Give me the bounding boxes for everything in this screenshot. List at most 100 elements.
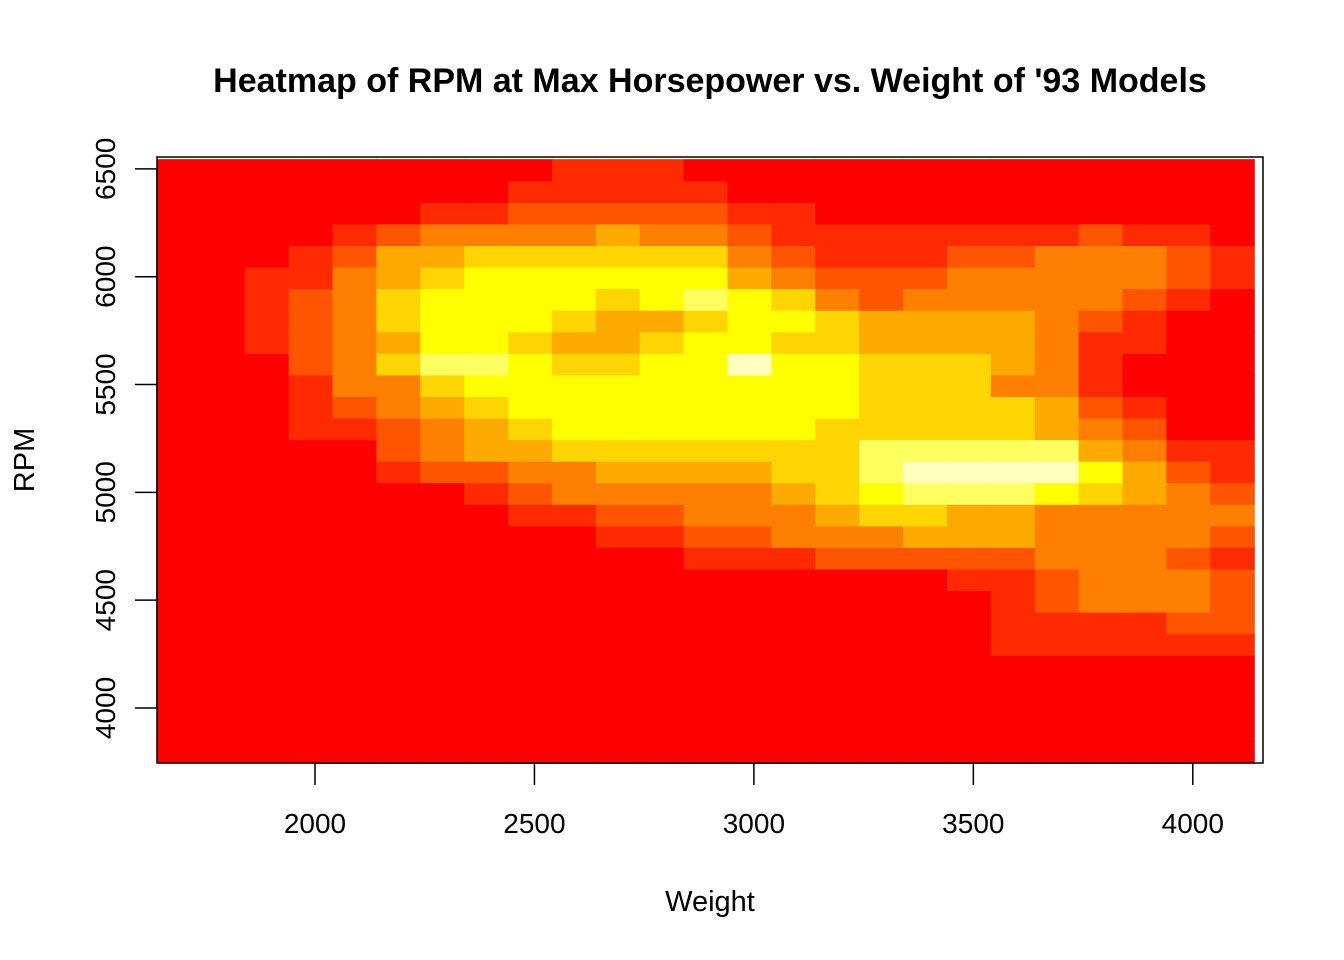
heatmap-cell <box>200 719 246 743</box>
heatmap-cell <box>288 310 334 333</box>
heatmap-cell <box>508 202 553 225</box>
heatmap-cell <box>464 439 509 462</box>
heatmap-cell <box>903 568 948 592</box>
heatmap-cell <box>1034 482 1080 505</box>
heatmap-cell <box>639 374 685 397</box>
heatmap-cell <box>464 719 509 743</box>
heatmap-cell <box>595 331 641 354</box>
heatmap-cell <box>859 245 904 268</box>
heatmap-cell <box>552 482 597 505</box>
heatmap-cell <box>376 741 421 764</box>
heatmap-cell <box>727 612 773 635</box>
heatmap-cell <box>464 461 509 484</box>
heatmap-cell <box>1210 266 1255 290</box>
heatmap-cell <box>990 741 1036 764</box>
heatmap-cell <box>1166 180 1211 203</box>
heatmap-cell <box>1034 223 1080 247</box>
heatmap-cell <box>683 417 729 441</box>
heatmap-cell <box>815 547 860 570</box>
heatmap-cell <box>727 633 773 656</box>
heatmap-cell <box>420 655 465 678</box>
heatmap-cell <box>990 633 1036 656</box>
heatmap-cell <box>1210 612 1255 635</box>
heatmap-cell <box>332 461 378 484</box>
heatmap-cell <box>200 353 246 376</box>
heatmap-cell <box>727 568 773 592</box>
heatmap-cell <box>508 245 553 268</box>
heatmap-cell <box>508 612 553 635</box>
heatmap-cell <box>595 461 641 484</box>
heatmap-cell <box>1210 331 1255 354</box>
heatmap-cell <box>332 266 378 290</box>
heatmap-cell <box>1122 568 1168 592</box>
heatmap-cell <box>727 396 773 419</box>
heatmap-cell <box>639 590 685 613</box>
heatmap-cell <box>815 676 860 699</box>
heatmap-cell <box>508 655 553 678</box>
heatmap-cell <box>727 461 773 484</box>
y-axis: 4000 4500 5000 5500 6000 6500 <box>90 138 158 739</box>
heatmap-cell <box>727 180 773 203</box>
heatmap-cell <box>332 655 378 678</box>
heatmap-cell <box>903 741 948 764</box>
heatmap-cell <box>157 568 202 592</box>
heatmap-cell <box>157 245 202 268</box>
heatmap-cell <box>815 288 860 311</box>
heatmap-cell <box>200 374 246 397</box>
heatmap-cell <box>903 547 948 570</box>
heatmap-cell <box>1122 547 1168 570</box>
heatmap-cell <box>727 676 773 699</box>
heatmap-cell <box>157 202 202 225</box>
heatmap-cell <box>1078 655 1124 678</box>
heatmap-cell <box>508 525 553 548</box>
heatmap-cell <box>1122 245 1168 268</box>
heatmap-cell <box>947 676 992 699</box>
heatmap-cell <box>947 202 992 225</box>
y-tick-label: 4000 <box>90 677 121 739</box>
heatmap-cell <box>683 719 729 743</box>
heatmap-cell <box>1166 396 1211 419</box>
heatmap-cell <box>595 159 641 182</box>
heatmap-cell <box>859 612 904 635</box>
heatmap-cell <box>903 353 948 376</box>
heatmap-cell <box>157 461 202 484</box>
heatmap-cell <box>947 223 992 247</box>
heatmap-cell <box>1166 159 1211 182</box>
heatmap-cell <box>947 525 992 548</box>
heatmap-cell <box>1078 266 1124 290</box>
heatmap-cell <box>332 612 378 635</box>
heatmap-cell <box>244 310 290 333</box>
heatmap-cell <box>464 698 509 721</box>
heatmap-cell <box>1034 417 1080 441</box>
heatmap-cell <box>859 461 904 484</box>
heatmap-cell <box>244 223 290 247</box>
heatmap-cell <box>595 504 641 527</box>
heatmap-cell <box>947 180 992 203</box>
heatmap-cell <box>815 245 860 268</box>
heatmap-cell <box>947 698 992 721</box>
heatmap-cell <box>727 504 773 527</box>
heatmap-cell <box>552 245 597 268</box>
heatmap-cell <box>859 504 904 527</box>
heatmap-cell <box>1034 245 1080 268</box>
heatmap-cell <box>288 633 334 656</box>
heatmap-cell <box>815 741 860 764</box>
heatmap-cell <box>1122 288 1168 311</box>
heatmap-cell <box>376 353 421 376</box>
heatmap-cell <box>771 396 816 419</box>
heatmap-cell <box>990 612 1036 635</box>
heatmap-cell <box>727 417 773 441</box>
heatmap-cell <box>990 439 1036 462</box>
heatmap-cell <box>990 547 1036 570</box>
heatmap-cell <box>420 310 465 333</box>
heatmap-cell <box>815 590 860 613</box>
heatmap-cell <box>595 568 641 592</box>
heatmap-cell <box>947 612 992 635</box>
heatmap-cell <box>157 655 202 678</box>
heatmap-cell <box>1210 223 1255 247</box>
heatmap-cell <box>288 676 334 699</box>
heatmap-cell <box>376 417 421 441</box>
heatmap-cell <box>552 417 597 441</box>
heatmap-cell <box>508 547 553 570</box>
heatmap-cell <box>200 439 246 462</box>
